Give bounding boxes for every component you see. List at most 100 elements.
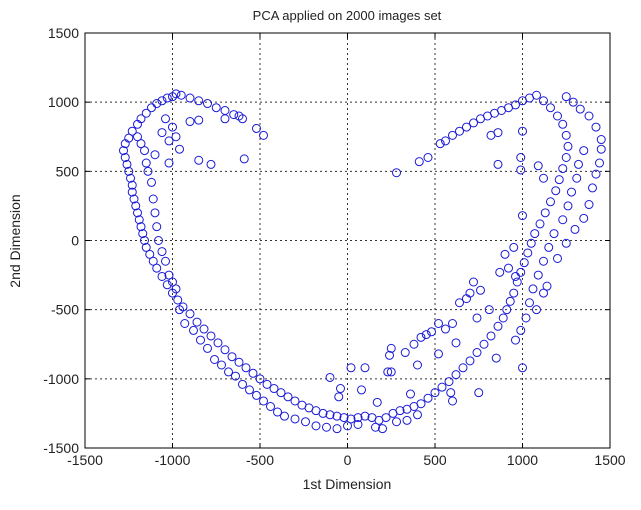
data-point <box>413 360 422 370</box>
y-axis-label: 2nd Dimension <box>7 194 23 287</box>
data-point <box>378 424 387 434</box>
data-point <box>203 99 212 109</box>
data-point <box>539 96 548 106</box>
data-point <box>484 305 494 315</box>
data-point <box>192 317 202 327</box>
data-point <box>400 348 410 358</box>
data-point <box>414 157 424 167</box>
data-point <box>498 313 508 323</box>
data-point <box>430 388 440 398</box>
data-point <box>595 158 604 168</box>
data-point <box>451 338 461 348</box>
data-point <box>392 417 401 427</box>
y-tick-label: -1500 <box>43 440 79 456</box>
data-point <box>549 229 559 239</box>
data-point <box>290 414 300 424</box>
data-point <box>448 130 457 140</box>
data-point <box>353 419 363 429</box>
data-point <box>194 115 204 125</box>
x-tick-label: 1500 <box>594 452 625 468</box>
data-point <box>325 410 335 420</box>
data-point <box>164 270 174 280</box>
data-point <box>493 321 503 331</box>
data-point <box>469 118 478 128</box>
data-point <box>395 406 405 416</box>
data-point <box>334 392 344 402</box>
data-point <box>504 263 513 273</box>
data-point <box>386 343 396 353</box>
data-point <box>241 363 251 373</box>
data-point <box>532 305 541 315</box>
data-point <box>383 367 393 377</box>
data-point <box>259 130 268 140</box>
data-point <box>133 132 142 142</box>
data-point <box>185 117 195 127</box>
data-point <box>558 215 568 225</box>
data-point <box>591 122 601 132</box>
x-axis-label: 1st Dimension <box>303 476 392 492</box>
data-point <box>162 93 172 103</box>
data-point <box>567 187 576 197</box>
data-point <box>495 267 505 277</box>
data-point <box>596 135 606 145</box>
data-point <box>427 327 436 337</box>
data-point <box>553 253 562 263</box>
data-point <box>346 414 356 424</box>
data-point <box>238 379 247 389</box>
data-point <box>523 248 533 258</box>
data-point <box>152 222 162 232</box>
data-point <box>493 159 503 169</box>
data-point <box>561 238 571 248</box>
data-point <box>175 144 184 154</box>
data-point <box>455 126 464 136</box>
data-point <box>206 331 216 341</box>
data-point <box>455 298 464 308</box>
data-point <box>502 305 512 315</box>
data-point <box>423 153 433 162</box>
data-point <box>141 242 151 252</box>
data-point <box>509 242 519 252</box>
data-point <box>210 354 219 364</box>
data-point <box>224 367 233 377</box>
data-point <box>157 247 167 257</box>
data-point <box>516 325 526 335</box>
data-point <box>245 385 254 395</box>
data-point <box>138 229 148 239</box>
data-point <box>509 288 519 298</box>
y-tick-label: 1500 <box>48 25 79 41</box>
data-point <box>234 111 244 121</box>
data-point <box>176 90 186 100</box>
data-point <box>386 367 396 377</box>
data-point <box>229 110 239 120</box>
data-point <box>154 236 163 245</box>
data-point <box>211 103 221 113</box>
data-point <box>385 350 394 360</box>
chart-title: PCA applied on 2000 images set <box>253 8 442 23</box>
data-point <box>194 96 204 106</box>
x-tick-label: -1000 <box>155 452 191 468</box>
data-point <box>474 388 484 398</box>
data-point <box>141 158 151 168</box>
data-point <box>451 370 461 380</box>
data-point <box>168 277 177 287</box>
data-point <box>161 256 170 266</box>
data-point <box>526 238 536 248</box>
grid <box>85 33 610 448</box>
data-point <box>157 271 167 281</box>
data-point <box>572 173 582 183</box>
data-point <box>476 285 485 295</box>
data-point <box>539 288 548 298</box>
data-point <box>491 353 501 363</box>
data-point <box>518 96 527 106</box>
data-point <box>511 271 520 281</box>
data-point <box>462 122 471 132</box>
data-point <box>588 183 597 193</box>
data-point <box>173 295 183 305</box>
data-point <box>462 294 471 304</box>
data-point <box>152 263 162 273</box>
data-point <box>525 298 534 308</box>
data-point <box>416 332 426 342</box>
data-point <box>568 97 578 107</box>
data-point <box>122 159 132 169</box>
data-point <box>465 356 475 366</box>
